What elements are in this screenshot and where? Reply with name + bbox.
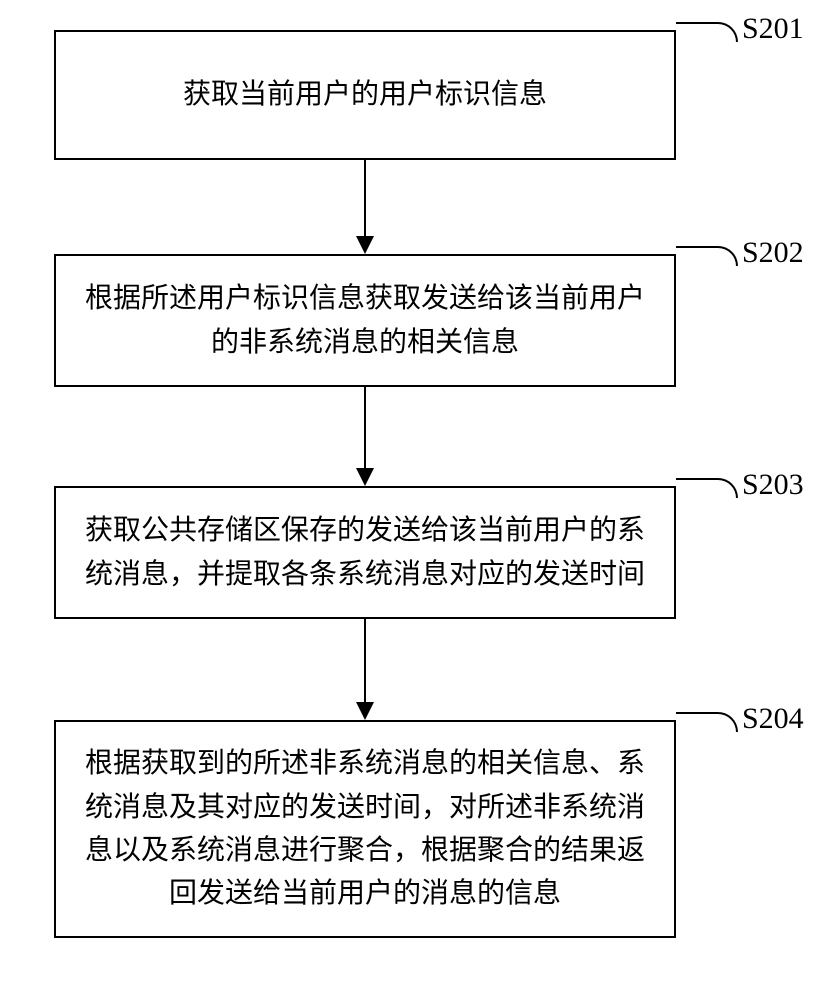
flowchart-canvas: 获取当前用户的用户标识信息 根据所述用户标识信息获取发送给该当前用户的非系统消息…: [0, 0, 839, 1000]
node-text: 根据获取到的所述非系统消息的相关信息、系统消息及其对应的发送时间，对所述非系统消…: [76, 742, 654, 916]
step-label-s201: S201: [742, 12, 804, 46]
node-text: 获取当前用户的用户标识信息: [183, 73, 547, 116]
node-s202: 根据所述用户标识信息获取发送给该当前用户的非系统消息的相关信息: [54, 254, 676, 387]
arrow-head-1: [356, 236, 374, 254]
leader-s203: [676, 478, 738, 498]
leader-s201: [676, 22, 738, 42]
step-label-s202: S202: [742, 236, 804, 270]
leader-s202: [676, 246, 738, 266]
arrow-line-2: [364, 387, 367, 468]
node-text: 获取公共存储区保存的发送给该当前用户的系统消息，并提取各条系统消息对应的发送时间: [76, 509, 654, 596]
node-s204: 根据获取到的所述非系统消息的相关信息、系统消息及其对应的发送时间，对所述非系统消…: [54, 720, 676, 938]
node-s203: 获取公共存储区保存的发送给该当前用户的系统消息，并提取各条系统消息对应的发送时间: [54, 486, 676, 619]
arrow-head-2: [356, 468, 374, 486]
leader-s204: [676, 712, 738, 732]
step-label-s204: S204: [742, 702, 804, 736]
arrow-line-1: [364, 160, 367, 236]
step-label-s203: S203: [742, 468, 804, 502]
node-text: 根据所述用户标识信息获取发送给该当前用户的非系统消息的相关信息: [76, 277, 654, 364]
arrow-head-3: [356, 702, 374, 720]
node-s201: 获取当前用户的用户标识信息: [54, 30, 676, 160]
arrow-line-3: [364, 619, 367, 702]
